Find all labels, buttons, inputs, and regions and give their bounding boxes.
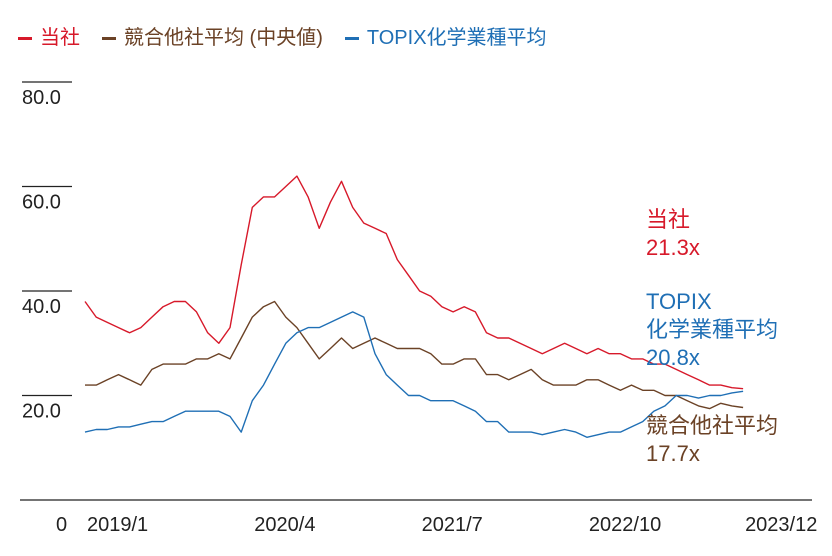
- legend-swatch-competitors: [102, 36, 116, 40]
- legend-swatch-company: [18, 36, 32, 40]
- x-tick-label-0: 2019/1: [87, 514, 148, 536]
- end-label-competitors-value: 17.7x: [646, 441, 700, 466]
- x-tick-label-3: 2022/10: [589, 514, 661, 536]
- legend-label-topix: TOPIX化学業種平均: [366, 27, 547, 49]
- end-label-topix: TOPIX 化学業種平均 20.8x: [646, 288, 778, 372]
- series-line-0: [84, 175, 744, 390]
- series-line-1: [85, 300, 744, 410]
- end-label-topix-name-line2: 化学業種平均: [646, 317, 779, 342]
- y-tick-label-3: 20.0: [22, 401, 61, 423]
- legend-label-competitors: 競合他社平均 (中央値): [124, 27, 323, 49]
- legend-swatch-topix: [344, 36, 359, 40]
- end-label-company-value: 21.3x: [646, 235, 700, 260]
- series-line-2: [84, 311, 744, 438]
- end-label-competitors: 競合他社平均 17.7x: [646, 412, 778, 468]
- legend-item-topix: TOPIX化学業種平均: [344, 26, 547, 50]
- legend-item-company: 当社: [18, 26, 80, 50]
- x-tick-label-4: 2023/12: [745, 514, 817, 536]
- legend-item-competitors: 競合他社平均 (中央値): [102, 26, 323, 50]
- y-zero-label: 0: [56, 514, 67, 536]
- end-label-company-name: 当社: [646, 207, 691, 232]
- end-label-topix-value: 20.8x: [646, 345, 700, 370]
- end-label-topix-name-line1: TOPIX: [646, 289, 712, 314]
- x-tick-label-1: 2020/4: [254, 514, 315, 536]
- end-label-company: 当社 21.3x: [646, 206, 700, 262]
- y-tick-label-2: 40.0: [22, 296, 61, 318]
- legend-label-company: 当社: [40, 27, 80, 49]
- y-tick-label-1: 60.0: [22, 192, 61, 214]
- chart-legend: 当社 競合他社平均 (中央値) TOPIX化学業種平均: [18, 26, 547, 50]
- x-tick-label-2: 2021/7: [422, 514, 483, 536]
- end-label-competitors-name: 競合他社平均: [646, 413, 779, 438]
- y-tick-label-0: 80.0: [22, 87, 61, 109]
